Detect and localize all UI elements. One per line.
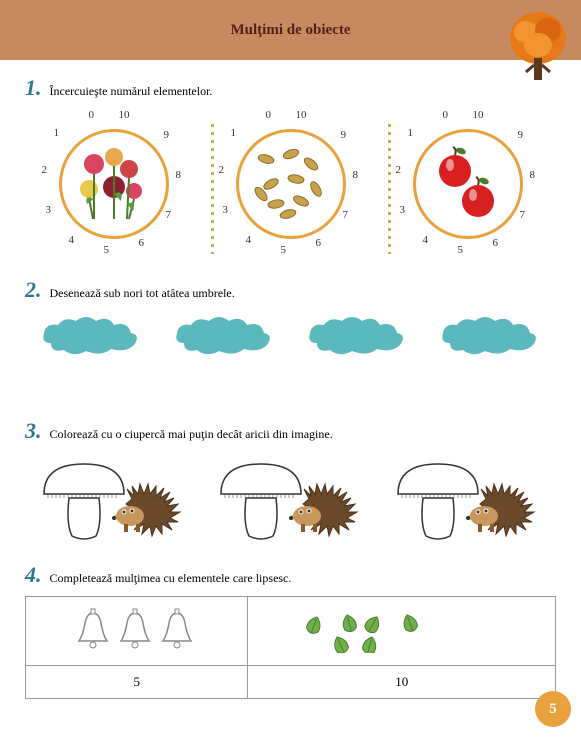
number-label: 3: [223, 204, 229, 216]
number-label: 4: [423, 234, 429, 246]
tree-icon: [506, 10, 571, 90]
exercise-3: 3. Colorează cu o ciupercă mai puţin dec…: [25, 418, 556, 544]
number-label: 10: [296, 109, 307, 121]
number-label: 3: [400, 204, 406, 216]
content-area: 1. Încercuieşte numărul elementelor. 010…: [0, 60, 581, 732]
number-label: 2: [396, 164, 402, 176]
circle-apples: 0 10 1 9 2 8 3 7 4 6 5: [388, 109, 548, 259]
number-label: 2: [219, 164, 225, 176]
ex4-number: 4.: [25, 562, 42, 587]
number-label: 4: [69, 234, 75, 246]
page-number: 5: [535, 691, 571, 727]
number-label: 0: [89, 109, 95, 121]
ex2-text: Desenează sub nori tot atâtea umbrele.: [50, 286, 235, 300]
number-label: 5: [104, 244, 110, 256]
number-label: 2: [42, 164, 48, 176]
circle-flowers: 0 10 1 9 2 8 3 7 4 6 5: [34, 109, 194, 259]
number-label: 9: [341, 129, 347, 141]
mushroom-hedgehog-group: [211, 454, 371, 544]
ex2-number: 2.: [25, 277, 42, 302]
number-label: 7: [166, 209, 172, 221]
number-label: 1: [54, 127, 60, 139]
cloud-icon: [435, 313, 545, 358]
page-header: Mulţimi de obiecte: [0, 0, 581, 60]
cloud-icon: [36, 313, 146, 358]
number-label: 1: [408, 127, 414, 139]
clouds-row: [25, 313, 556, 358]
number-label: 10: [473, 109, 484, 121]
ex1-text: Încercuieşte numărul elementelor.: [50, 84, 213, 98]
number-label: 4: [246, 234, 252, 246]
number-label: 0: [443, 109, 449, 121]
ex1-number: 1.: [25, 75, 42, 100]
cloud-icon: [302, 313, 412, 358]
number-label: 3: [46, 204, 52, 216]
number-label: 8: [353, 169, 359, 181]
exercise-2: 2. Desenează sub nori tot atâtea umbrele…: [25, 277, 556, 358]
circles-row: 0 10 1 9 2 8 3 7 4 6 5 0 10 1 9 2 8 3 7 4 6 5 0 10 1 9 2 8 3 7 4 6 5: [25, 109, 556, 259]
number-label: 6: [316, 237, 322, 249]
exercise-1: 1. Încercuieşte numărul elementelor. 010…: [25, 75, 556, 259]
number-label: 5: [281, 244, 287, 256]
cloud-icon: [169, 313, 279, 358]
number-label: 6: [493, 237, 499, 249]
leaves-cell: [248, 597, 556, 666]
circle-leaves: 0 10 1 9 2 8 3 7 4 6 5: [211, 109, 371, 259]
number-label: 1: [231, 127, 237, 139]
number-label: 9: [518, 129, 524, 141]
bells-cell: [26, 597, 248, 666]
number-label: 10: [119, 109, 130, 121]
table-label-5: 5: [26, 666, 248, 699]
number-label: 9: [164, 129, 170, 141]
number-label: 8: [176, 169, 182, 181]
mushrooms-row: [25, 454, 556, 544]
ex4-text: Completează mulţimea cu elementele care …: [50, 571, 292, 585]
page-title: Mulţimi de obiecte: [231, 22, 351, 39]
number-label: 8: [530, 169, 536, 181]
number-label: 7: [520, 209, 526, 221]
ex3-text: Colorează cu o ciupercă mai puţin decât …: [50, 427, 333, 441]
number-label: 0: [266, 109, 272, 121]
ex4-table: 5 10: [25, 596, 556, 699]
number-label: 7: [343, 209, 349, 221]
ex3-number: 3.: [25, 418, 42, 443]
mushroom-hedgehog-group: [388, 454, 548, 544]
number-label: 5: [458, 244, 464, 256]
mushroom-hedgehog-group: [34, 454, 194, 544]
number-label: 6: [139, 237, 145, 249]
table-label-10: 10: [248, 666, 556, 699]
exercise-4: 4. Completează mulţimea cu elementele ca…: [25, 562, 556, 699]
